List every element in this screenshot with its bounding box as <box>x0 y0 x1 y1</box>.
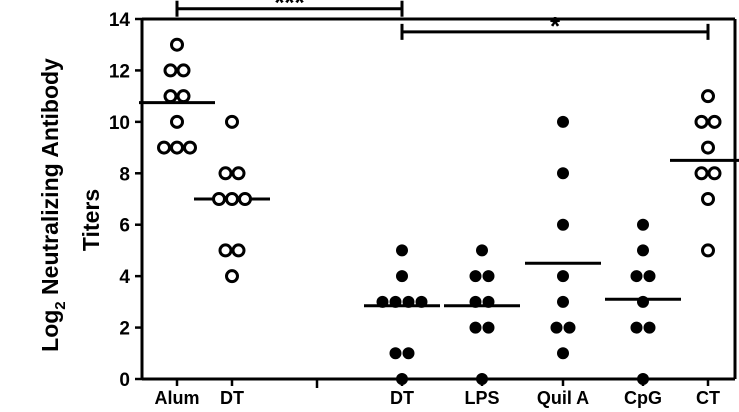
data-point <box>476 373 488 385</box>
data-point <box>238 192 252 206</box>
data-point <box>557 167 569 180</box>
data-point <box>476 244 488 257</box>
data-point <box>231 243 246 258</box>
data-point <box>637 373 649 385</box>
data-point <box>218 243 233 258</box>
data-point <box>183 140 197 155</box>
data-point <box>482 321 495 334</box>
y-tick-label: 12 <box>109 61 130 82</box>
data-point <box>701 89 715 104</box>
y-tick-label: 14 <box>109 10 131 31</box>
data-point <box>163 89 178 104</box>
data-point <box>157 140 171 155</box>
data-point <box>415 295 428 308</box>
axes <box>140 17 737 388</box>
significance-label: * <box>550 11 561 41</box>
data-point <box>701 243 715 258</box>
y-tick-label: 4 <box>119 267 130 288</box>
category-label: Quil A <box>537 388 589 408</box>
data-point <box>396 373 408 385</box>
data-point <box>694 114 709 129</box>
data-point <box>170 114 184 129</box>
data-point <box>701 140 715 155</box>
data-point <box>637 295 649 308</box>
y-axis-label-line2: Titers <box>78 189 104 251</box>
data-point <box>396 244 408 257</box>
y-axis-label-suffix: Neutralizing Antibody <box>37 58 63 301</box>
data-point <box>396 270 408 283</box>
data-point <box>630 321 643 334</box>
data-point <box>557 115 569 128</box>
data-point <box>225 192 239 206</box>
data-point <box>176 63 191 78</box>
data-point <box>469 270 482 283</box>
data-point <box>376 295 389 308</box>
category-label: CpG <box>624 388 662 408</box>
category-label: CT <box>696 388 720 408</box>
data-point <box>557 270 569 283</box>
data-point <box>225 269 239 284</box>
data-point <box>469 321 482 334</box>
data-point <box>557 218 569 231</box>
y-tick-label: 2 <box>119 319 130 340</box>
category-label: LPS <box>464 388 499 408</box>
data-point <box>231 166 246 181</box>
data-point <box>707 166 722 181</box>
y-tick-label: 6 <box>119 216 130 237</box>
data-point <box>482 270 495 283</box>
category-label: Alum <box>155 388 200 408</box>
data-point <box>402 347 415 360</box>
data-point <box>643 270 656 283</box>
data-point <box>225 114 239 129</box>
data-point <box>402 295 415 308</box>
data-point <box>218 166 233 181</box>
data-point <box>637 218 649 231</box>
data-point <box>707 114 722 129</box>
y-tick-label: 0 <box>119 370 130 391</box>
data-point <box>482 295 495 308</box>
y-axis-label: Log2 Neutralizing Antibody <box>37 58 69 352</box>
data-point <box>694 166 709 181</box>
data-point <box>563 321 576 334</box>
data-point <box>630 270 643 283</box>
data-point <box>557 295 569 308</box>
y-axis-label-subscript: 2 <box>52 301 69 309</box>
data-point <box>637 244 649 257</box>
y-axis-label-prefix: Log <box>37 310 63 352</box>
data-point <box>389 347 402 360</box>
data-point <box>176 89 191 104</box>
data-point <box>163 63 178 78</box>
data-point <box>389 295 402 308</box>
data-point <box>701 192 715 206</box>
data-points <box>157 37 722 385</box>
y-ticks: 0 2 4 6 8 10 12 14 <box>109 10 142 391</box>
y-tick-label: 8 <box>119 164 130 185</box>
category-label: DT <box>390 388 414 408</box>
category-labels: Alum DT DT LPS Quil A CpG CT <box>155 388 721 408</box>
data-point <box>170 140 184 155</box>
category-label: DT <box>220 388 244 408</box>
data-point <box>557 347 569 360</box>
significance-label: *** <box>274 0 305 18</box>
data-point <box>469 295 482 308</box>
data-point <box>212 192 226 206</box>
data-point <box>170 37 184 52</box>
data-point <box>643 321 656 334</box>
data-point <box>550 321 563 334</box>
significance-brackets: **** <box>175 0 710 41</box>
y-tick-label: 10 <box>109 113 130 134</box>
